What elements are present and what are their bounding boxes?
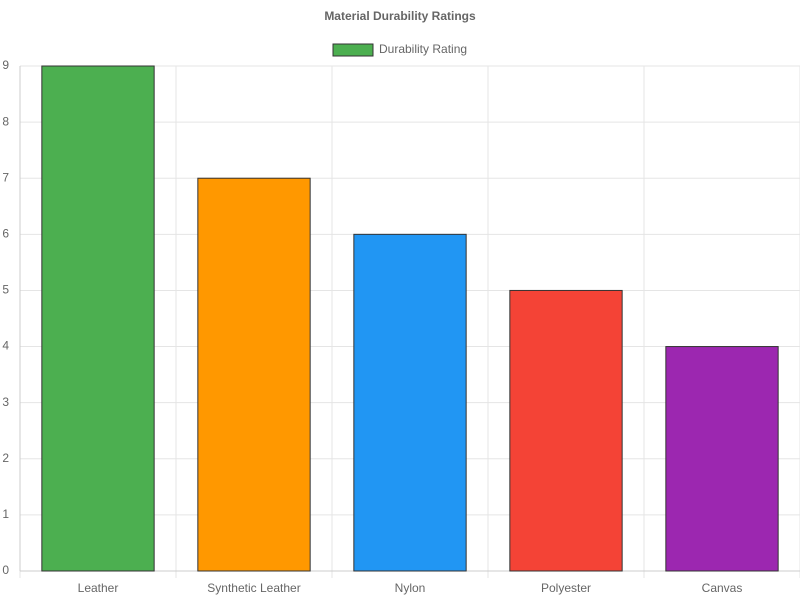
chart-title: Material Durability Ratings: [324, 9, 476, 23]
y-tick-label: 6: [2, 227, 9, 241]
y-tick-label: 7: [2, 170, 9, 184]
bar: [353, 233, 467, 572]
bar: [665, 346, 779, 572]
legend-swatch: [332, 43, 374, 57]
x-tick-label: Canvas: [702, 581, 743, 595]
y-tick-label: 4: [2, 339, 9, 353]
x-tick-label: Leather: [78, 581, 119, 595]
y-tick-label: 1: [2, 507, 9, 521]
legend-label: Durability Rating: [379, 42, 467, 56]
y-tick-label: 3: [2, 395, 9, 409]
y-tick-label: 2: [2, 451, 9, 465]
x-tick-label: Polyester: [541, 581, 591, 595]
bar: [509, 289, 623, 572]
y-tick-label: 5: [2, 283, 9, 297]
y-tick-label: 9: [2, 58, 9, 72]
bar: [41, 65, 155, 572]
x-tick-label: Synthetic Leather: [207, 581, 300, 595]
y-tick-label: 8: [2, 114, 9, 128]
bar: [197, 177, 311, 572]
y-tick-label: 0: [2, 563, 9, 577]
x-tick-label: Nylon: [395, 581, 426, 595]
